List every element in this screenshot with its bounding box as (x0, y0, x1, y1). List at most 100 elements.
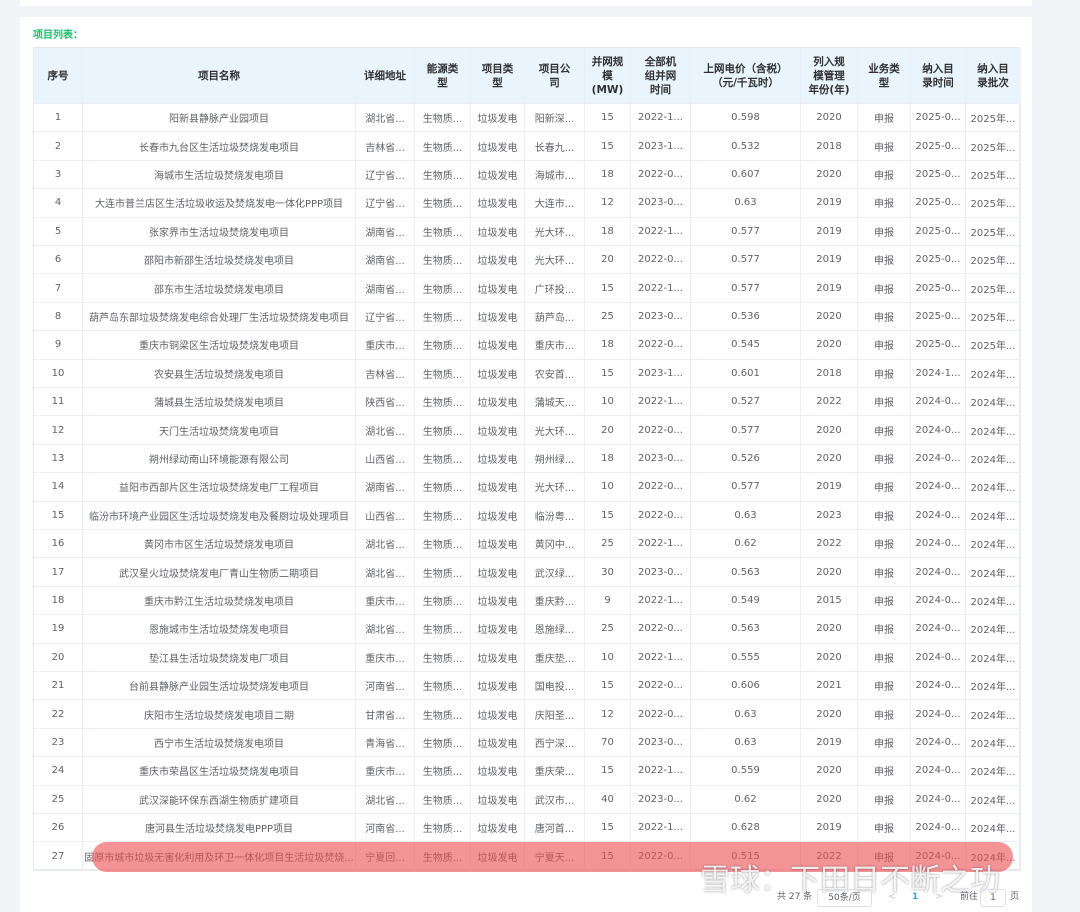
table-cell: 湖北省... (356, 104, 415, 133)
table-cell: 2020 (801, 444, 858, 474)
table-cell: 吉林省... (356, 359, 415, 388)
table-cell: 2025-0... (911, 274, 966, 303)
table-cell: 生物质... (415, 217, 471, 246)
table-cell: 湖北省... (356, 416, 415, 445)
table-cell: 1 (34, 104, 83, 133)
caption: 项目列表： (33, 30, 83, 41)
table-cell: 2019 (801, 274, 858, 303)
table-cell: 2019 (801, 728, 858, 758)
table-cell: 2024-0... (911, 814, 966, 843)
table-cell: 0.577 (691, 274, 801, 303)
table-cell: 生物质... (415, 302, 471, 332)
table-cell: 21 (34, 672, 83, 701)
table-cell: 2019 (801, 246, 858, 275)
table-cell: 垃圾发电 (471, 416, 525, 445)
table-cell: 垃圾发电 (471, 160, 525, 190)
table-cell: 申报 (858, 700, 911, 729)
goto-label: 前往 (960, 892, 979, 902)
header-cell: 纳入目 录批次 (966, 48, 1021, 104)
table-cell: 2024年... (966, 416, 1021, 445)
table-cell: 2022-0... (631, 700, 691, 729)
table-cell: 庆阳圣... (525, 700, 585, 729)
table-cell: 邵阳市新邵生活垃圾焚烧发电项目 (83, 246, 356, 275)
header-cell: 纳入目 录时间 (911, 48, 966, 104)
table-cell: 7 (34, 274, 83, 303)
table-cell: 24 (34, 757, 83, 786)
table-cell: 9 (34, 331, 83, 360)
goto-input[interactable]: 1 (980, 889, 1006, 907)
header-cell: 业务类 型 (858, 48, 911, 104)
table-cell: 长春九... (525, 132, 585, 161)
table-cell: 2024年... (966, 814, 1021, 843)
table-cell: 申报 (858, 785, 911, 814)
table-cell: 0.62 (691, 785, 801, 814)
table-cell: 2019 (801, 814, 858, 843)
table-cell: 2024-1... (911, 359, 966, 388)
header-cell: 列入规 模管理 年份(年) (801, 48, 858, 104)
table-cell: 甘肃省... (356, 700, 415, 729)
page-number[interactable]: 1 (912, 892, 919, 902)
table-cell: 2023-0... (631, 728, 691, 758)
table-cell: 邵东市生活垃圾焚烧发电项目 (83, 274, 356, 303)
table-cell: 武汉市... (525, 785, 585, 814)
table-cell: 申报 (858, 643, 911, 672)
table-cell: 2022-0... (631, 331, 691, 360)
table-cell: 2024年... (966, 615, 1021, 644)
table-cell: 河南省... (356, 672, 415, 701)
table-cell: 2020 (801, 700, 858, 729)
table-cell: 19 (34, 615, 83, 644)
table-cell: 2024-0... (911, 388, 966, 417)
table-cell: 2024-0... (911, 728, 966, 758)
table-cell: 武汉星火垃圾焚烧发电厂青山生物质二期项目 (83, 558, 356, 587)
table-cell: 25 (585, 302, 631, 332)
page-size-select[interactable]: 50条/页 (817, 889, 872, 907)
table-cell: 0.559 (691, 757, 801, 786)
table-cell: 2022-0... (631, 501, 691, 530)
table-cell: 16 (34, 530, 83, 559)
table-cell: 2023-0... (631, 558, 691, 587)
table-cell: 申报 (858, 246, 911, 275)
table-cell: 垃圾发电 (471, 189, 525, 218)
table-cell: 2024年... (966, 558, 1021, 587)
table-cell: 生物质... (415, 359, 471, 388)
table-cell: 垃圾发电 (471, 530, 525, 559)
table-cell: 申报 (858, 586, 911, 616)
table-cell: 河南省... (356, 814, 415, 843)
table-cell: 申报 (858, 331, 911, 360)
table-cell: 垃圾发电 (471, 359, 525, 388)
table-cell: 唐河首... (525, 814, 585, 843)
table-cell: 垃圾发电 (471, 501, 525, 530)
table-cell: 生物质... (415, 416, 471, 445)
table-cell: 申报 (858, 104, 911, 133)
table-cell: 2024年... (966, 388, 1021, 417)
table-cell: 湖北省... (356, 558, 415, 587)
table-cell: 15 (585, 672, 631, 701)
table-cell: 益阳市西部片区生活垃圾焚烧发电厂工程项目 (83, 473, 356, 502)
table-cell: 12 (585, 189, 631, 218)
table-cell: 2015 (801, 586, 858, 616)
table-cell: 国电投... (525, 672, 585, 701)
table-cell: 庆阳市生活垃圾焚烧发电项目二期 (83, 700, 356, 729)
table-cell: 2024年... (966, 359, 1021, 388)
table-cell: 2024-0... (911, 530, 966, 559)
table-cell: 2022 (801, 530, 858, 559)
table-cell: 生物质... (415, 444, 471, 474)
table-cell: 18 (585, 444, 631, 474)
table-cell: 生物质... (415, 473, 471, 502)
table-cell: 农安首... (525, 359, 585, 388)
table-cell: 2025-0... (911, 189, 966, 218)
table-cell: 申报 (858, 217, 911, 246)
table-cell: 生物质... (415, 331, 471, 360)
header-cell: 详细地址 (356, 48, 415, 104)
table-cell: 2024年... (966, 643, 1021, 672)
table-cell: 15 (585, 132, 631, 161)
table-cell: 垃圾发电 (471, 444, 525, 474)
table-cell: 黄冈市市区生活垃圾焚烧发电项目 (83, 530, 356, 559)
table-cell: 重庆市黔江生活垃圾焚烧发电项目 (83, 586, 356, 616)
table-cell: 朔州绿... (525, 444, 585, 474)
table-cell: 申报 (858, 530, 911, 559)
prev-button[interactable]: < (888, 892, 896, 902)
table-cell: 申报 (858, 132, 911, 161)
next-button[interactable]: > (935, 892, 943, 902)
table-cell: 大连市... (525, 189, 585, 218)
